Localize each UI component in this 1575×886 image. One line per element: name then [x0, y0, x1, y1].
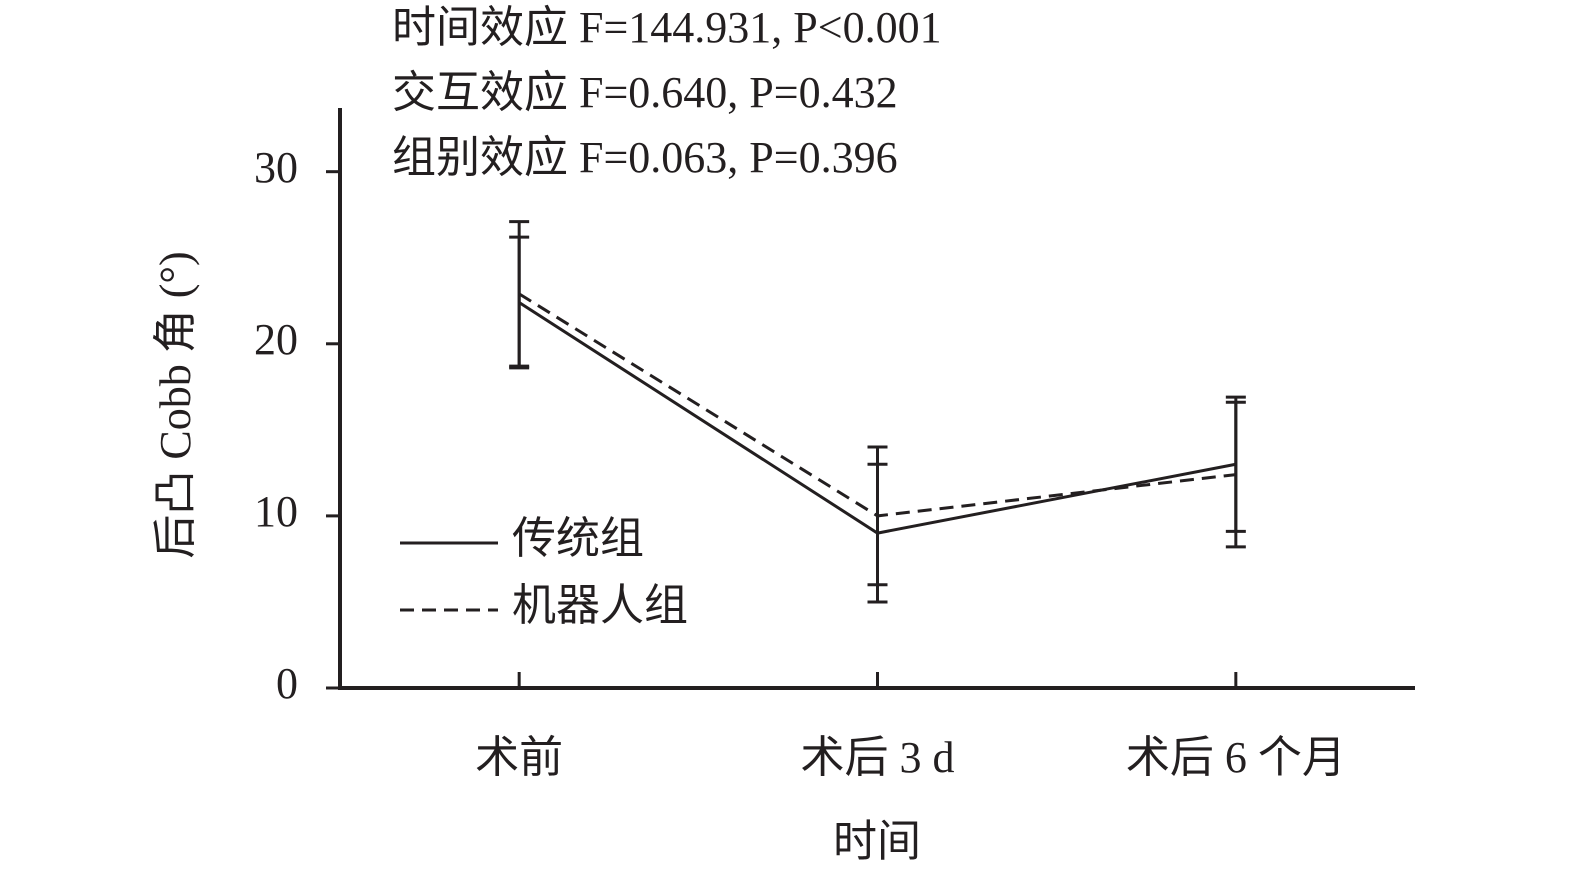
legend-label: 机器人组 — [512, 581, 688, 630]
series-line — [518, 292, 1237, 518]
x-tick-label: 术前 — [475, 733, 563, 782]
x-tick-label: 术后 3 d — [801, 733, 955, 782]
x-axis-label: 时间 — [833, 817, 921, 866]
y-tick-label: 30 — [254, 143, 298, 192]
y-tick-label: 0 — [276, 659, 298, 708]
annotation: 组别效应 F=0.063, P=0.396 — [392, 133, 898, 182]
y-tick-label: 20 — [254, 315, 298, 364]
x-tick-label: 术后 6 个月 — [1126, 733, 1346, 782]
y-tick-label: 10 — [254, 487, 298, 536]
annotation: 交互效应 F=0.640, P=0.432 — [392, 68, 898, 117]
legend-label: 传统组 — [512, 514, 644, 563]
y-axis-label: 后凸 Cobb 角 (°) — [151, 251, 200, 558]
annotation: 时间效应 F=144.931, P<0.001 — [392, 3, 942, 52]
